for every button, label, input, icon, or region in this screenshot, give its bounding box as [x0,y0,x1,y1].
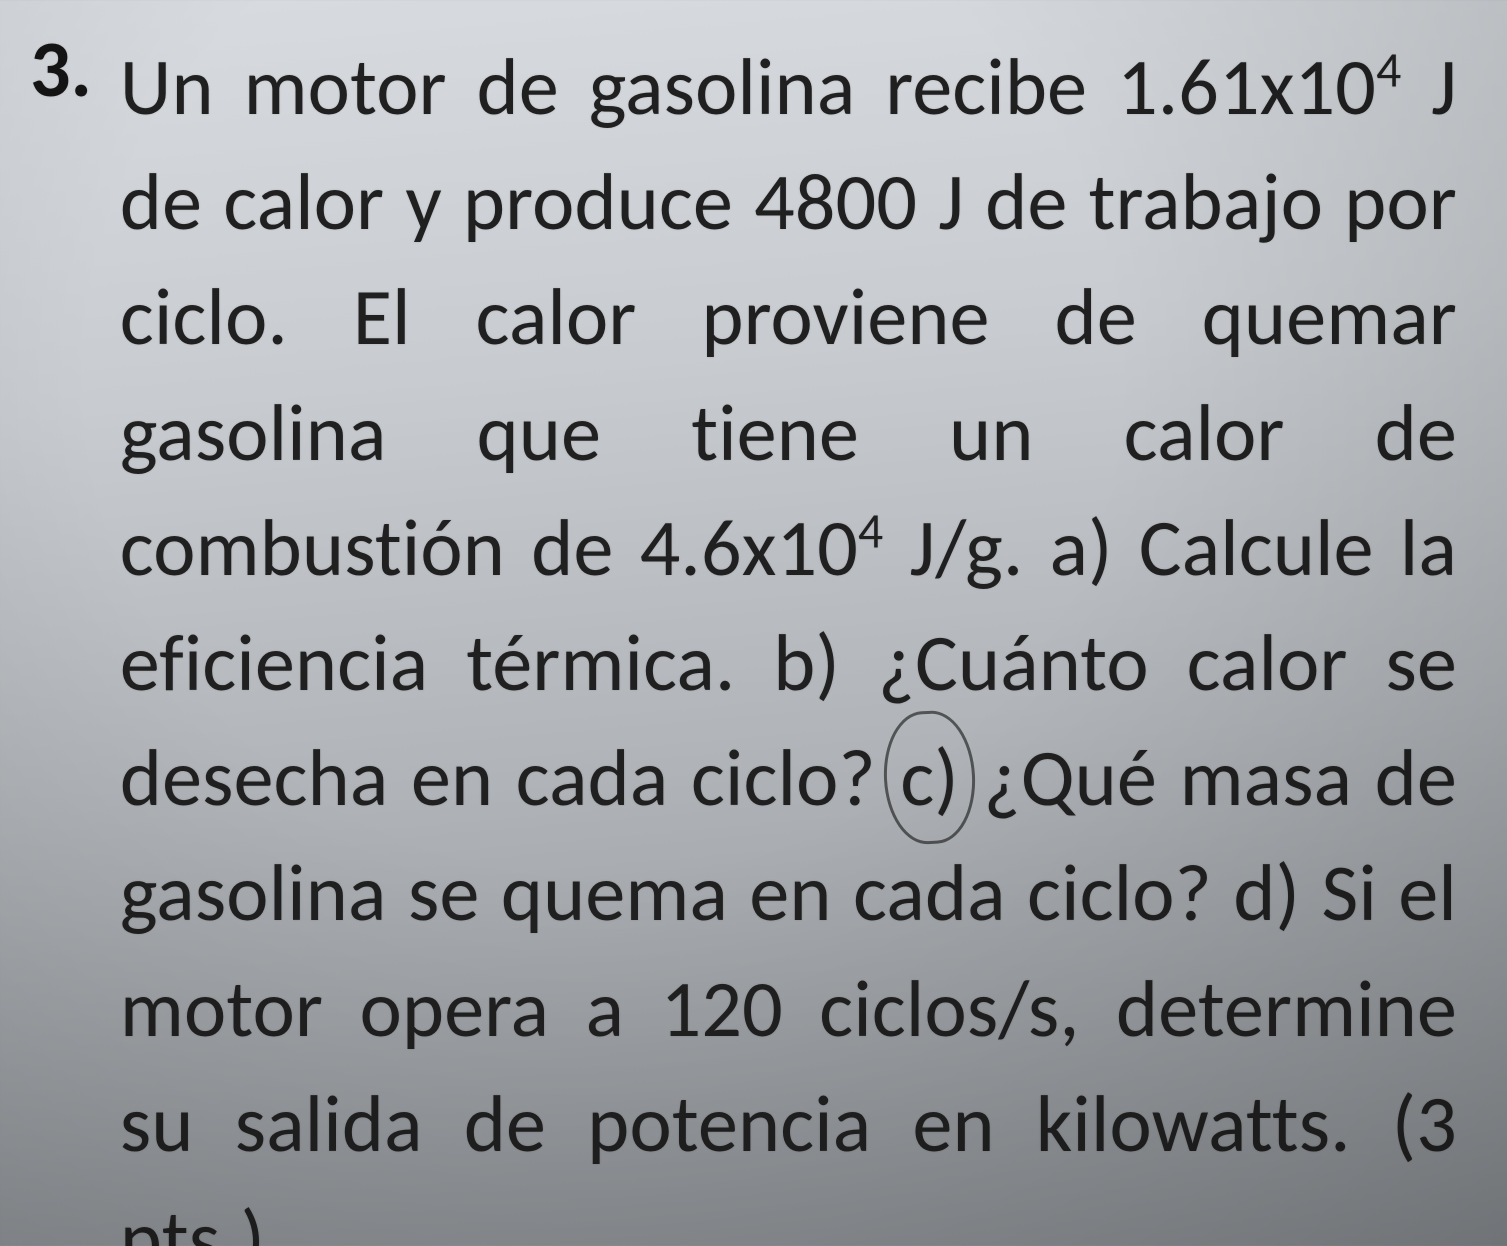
text-segment: Un motor de gasolina recibe 1.61x10 [120,39,1376,136]
circled-part-label: c) [898,721,961,836]
exponent: 4 [858,501,883,561]
page: 3. Un motor de gasolina recibe 1.61x104 … [0,0,1507,1246]
problem-block: 3. Un motor de gasolina recibe 1.61x104 … [30,30,1457,1246]
problem-number: 3. [30,30,92,110]
problem-body: Un motor de gasolina recibe 1.61x104 J d… [120,30,1457,1246]
exponent: 4 [1376,40,1401,100]
